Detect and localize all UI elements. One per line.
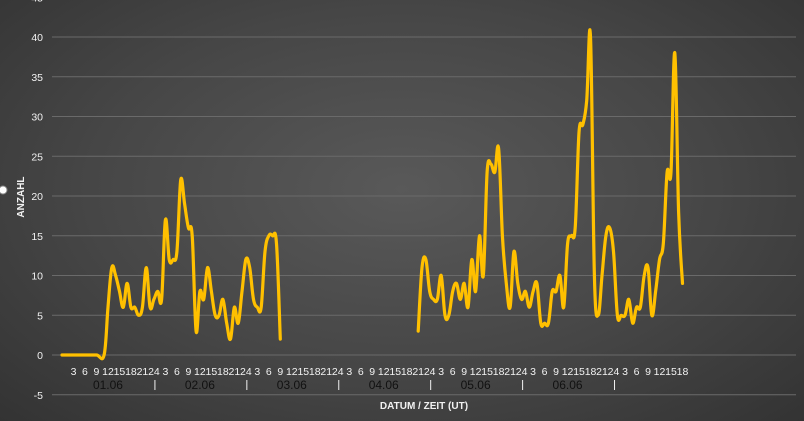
x-tick-label: 15 — [481, 366, 493, 378]
x-tick-label: 9 — [461, 366, 467, 378]
x-axis-tick-labels: 3 6 9 12 15 18 21 24 3 6 9 12 15 18 21 24 3 6 9 12 15 18 21 24 3… — [71, 366, 689, 378]
y-axis-title: ANZAHL — [16, 176, 27, 217]
x-tick-label: 6 — [266, 366, 272, 378]
x-tick-label: 24 — [516, 366, 528, 378]
x-tick-label: 6 — [174, 366, 180, 378]
series-line-segment — [416, 28, 685, 333]
x-tick-label: 21 — [504, 366, 516, 378]
x-tick-label: 18 — [125, 366, 137, 378]
y-tick-label: 10 — [31, 271, 43, 283]
x-tick-label: 24 — [608, 366, 620, 378]
x-tick-label: 24 — [424, 366, 436, 378]
x-tick-label: 15 — [665, 366, 677, 378]
x-tick-label: 9 — [645, 366, 651, 378]
x-tick-label: 15 — [206, 366, 218, 378]
x-tick-label: 3 — [346, 366, 352, 378]
y-tick-label: 15 — [31, 231, 43, 243]
x-tick-label: 15 — [389, 366, 401, 378]
x-tick-label: 6 — [82, 366, 88, 378]
day-separators — [154, 380, 616, 390]
x-tick-label: 3 — [530, 366, 536, 378]
y-tick-label: 40 — [31, 32, 43, 44]
day-labels: 01.06 02.06 03.06 04.06 05.06 06.06 — [93, 378, 583, 392]
x-tick-label: 3 — [622, 366, 628, 378]
x-tick-label: 3 — [162, 366, 168, 378]
day-label: 04.06 — [369, 378, 399, 392]
x-tick-label: 24 — [240, 366, 252, 378]
gridlines — [52, 36, 796, 396]
x-tick-label: 6 — [634, 366, 640, 378]
x-tick-label: 3 — [71, 366, 77, 378]
x-axis-title: DATUM / ZEIT (UT) — [380, 401, 468, 412]
y-tick-label: 25 — [31, 151, 43, 163]
y-tick-label: 5 — [37, 310, 43, 322]
x-tick-label: 24 — [148, 366, 160, 378]
x-tick-label: 18 — [493, 366, 505, 378]
y-tick-label: 0 — [37, 350, 43, 362]
x-tick-label: 6 — [450, 366, 456, 378]
x-tick-label: 12 — [470, 366, 482, 378]
x-tick-label: 12 — [194, 366, 206, 378]
day-label: 06.06 — [553, 378, 583, 392]
x-tick-label: 9 — [369, 366, 375, 378]
x-tick-label: 21 — [229, 366, 241, 378]
x-tick-label: 18 — [677, 366, 689, 378]
x-tick-label: 3 — [254, 366, 260, 378]
y-tick-label: 30 — [31, 112, 43, 124]
x-tick-label: 18 — [309, 366, 321, 378]
x-tick-label: 12 — [562, 366, 574, 378]
chart-resize-handle[interactable] — [0, 185, 8, 195]
x-tick-label: 9 — [94, 366, 100, 378]
x-tick-label: 18 — [401, 366, 413, 378]
y-tick-label: 45 — [31, 0, 43, 4]
x-tick-label: 21 — [596, 366, 608, 378]
x-tick-label: 6 — [358, 366, 364, 378]
x-tick-label: 15 — [573, 366, 585, 378]
x-tick-label: 12 — [286, 366, 298, 378]
x-tick-label: 12 — [102, 366, 114, 378]
x-tick-label: 21 — [320, 366, 332, 378]
x-tick-label: 12 — [654, 366, 666, 378]
x-tick-label: 21 — [137, 366, 149, 378]
x-tick-label: 18 — [217, 366, 229, 378]
y-axis-tick-labels: -5 0 5 10 15 20 25 30 35 40 45 — [31, 0, 43, 402]
x-tick-label: 9 — [185, 366, 191, 378]
series-line-segment — [60, 176, 282, 361]
x-tick-label: 12 — [378, 366, 390, 378]
series-line — [60, 28, 685, 361]
x-tick-label: 15 — [114, 366, 126, 378]
x-tick-label: 18 — [585, 366, 597, 378]
x-tick-label: 9 — [553, 366, 559, 378]
x-tick-label: 15 — [297, 366, 309, 378]
x-tick-label: 24 — [332, 366, 344, 378]
x-tick-label: 9 — [277, 366, 283, 378]
day-label: 03.06 — [277, 378, 307, 392]
day-label: 01.06 — [93, 378, 123, 392]
y-tick-label: 20 — [31, 191, 43, 203]
y-tick-label: 35 — [31, 72, 43, 84]
day-label: 05.06 — [461, 378, 491, 392]
x-tick-label: 6 — [542, 366, 548, 378]
x-tick-label: 21 — [412, 366, 424, 378]
y-tick-label: -5 — [34, 390, 43, 402]
day-label: 02.06 — [185, 378, 215, 392]
x-tick-label: 3 — [438, 366, 444, 378]
